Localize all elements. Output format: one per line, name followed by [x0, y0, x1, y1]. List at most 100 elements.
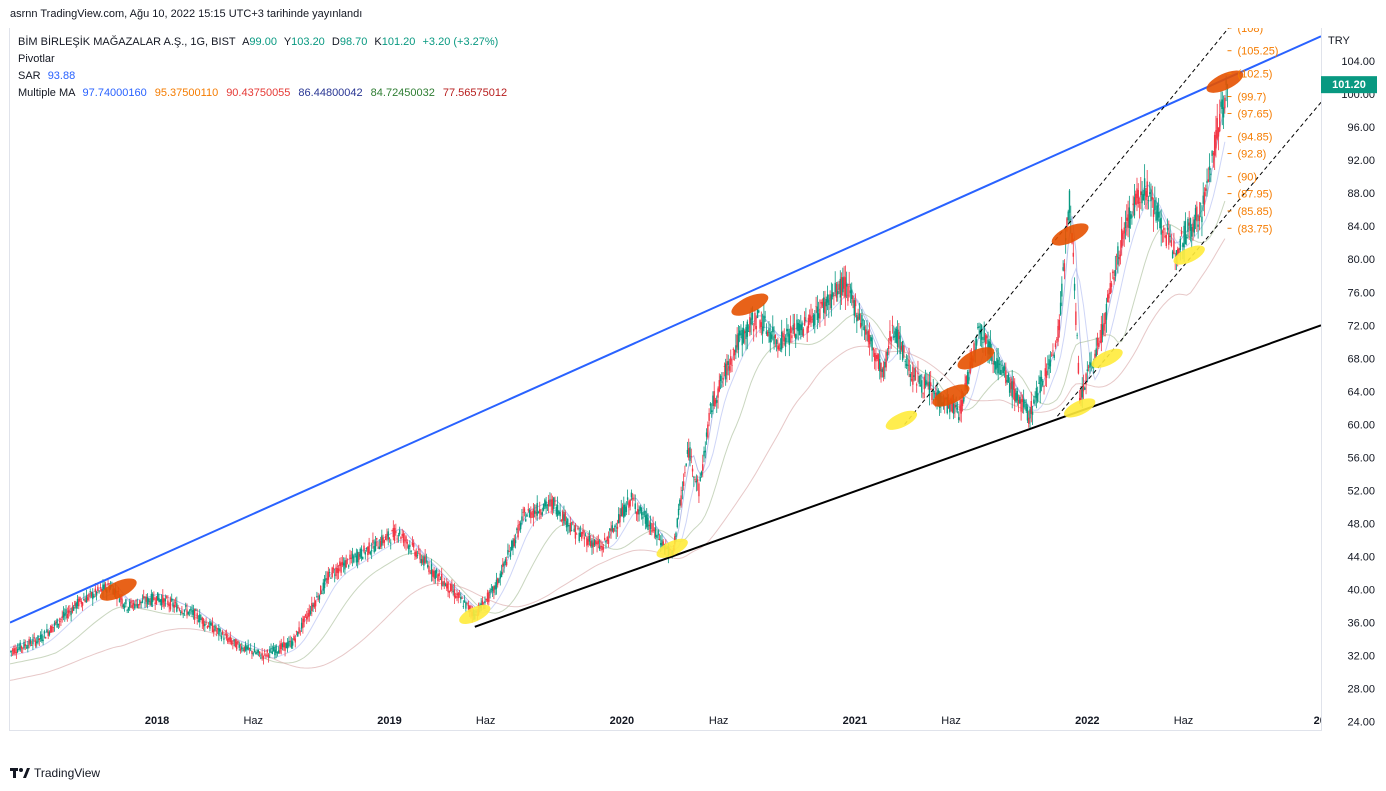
- candle-body: [828, 300, 830, 306]
- legend-ma-row[interactable]: Multiple MA 97.74000160 95.37500110 90.437…: [18, 85, 519, 102]
- candle-body: [879, 358, 881, 372]
- candle-body: [853, 300, 855, 316]
- candle-body: [700, 471, 703, 475]
- candle-body: [302, 618, 304, 628]
- candle-body: [1094, 353, 1096, 361]
- candle-body: [435, 569, 438, 574]
- symbol-name[interactable]: BİM BİRLEŞİK MAĞAZALAR A.Ş., 1G, BIST: [18, 36, 236, 48]
- candle-body: [595, 540, 597, 544]
- candle-body: [1219, 113, 1221, 132]
- candle-body: [1179, 238, 1181, 251]
- candle-body: [129, 601, 131, 608]
- candle-body: [763, 315, 765, 329]
- price-axis[interactable]: TRY104.00100.0096.0092.0088.0084.0080.00…: [1321, 28, 1385, 730]
- candle-body: [69, 610, 71, 612]
- tradingview-logo[interactable]: TradingView: [10, 766, 100, 780]
- candle-body: [350, 558, 352, 560]
- candle-body: [252, 653, 254, 655]
- candle-body: [1175, 250, 1178, 257]
- candle-body: [978, 325, 980, 328]
- candle-body: [136, 603, 139, 608]
- candle-body: [401, 533, 403, 537]
- candle-body: [135, 600, 137, 602]
- candle-body: [921, 380, 923, 393]
- candle-body: [1056, 339, 1058, 341]
- candle-body: [313, 602, 316, 608]
- candle-body: [100, 588, 103, 592]
- candle-body: [1015, 392, 1017, 403]
- candle-body: [197, 620, 200, 622]
- candle-body: [651, 530, 653, 532]
- legend-pivots-row[interactable]: Pivotlar: [18, 51, 519, 68]
- candle-body: [646, 514, 648, 527]
- candle-body: [1114, 269, 1117, 277]
- candle-body: [676, 518, 678, 528]
- candle-body: [1025, 403, 1027, 412]
- pivot-label: (97.65): [1238, 108, 1273, 120]
- candle-body: [1007, 374, 1010, 383]
- candle-body: [312, 604, 314, 607]
- candle-body: [1003, 366, 1006, 371]
- pivot-label: (83.75): [1238, 223, 1273, 235]
- candle-body: [181, 610, 183, 614]
- candle-body: [638, 509, 640, 515]
- candle-body: [815, 306, 817, 308]
- candle-body: [812, 315, 815, 327]
- candle-body: [20, 646, 23, 649]
- candle-body: [269, 649, 271, 653]
- candle-body: [1047, 363, 1049, 365]
- candle-body: [354, 553, 356, 556]
- candle-body: [1067, 211, 1069, 221]
- candle-body: [502, 563, 504, 568]
- candle-body: [299, 630, 302, 632]
- chart-frame[interactable]: (108) (105.25) (102.5) (99.7) (97.65) (94.85)…: [9, 28, 1322, 731]
- candle-body: [837, 291, 839, 295]
- ma-values: 97.74000160 95.37500110 90.43750055 86.4480…: [83, 87, 516, 99]
- candle-body: [877, 354, 880, 369]
- candle-body: [1105, 303, 1108, 320]
- candle-body: [690, 455, 692, 457]
- candle-body: [516, 528, 518, 530]
- candle-body: [443, 581, 445, 586]
- candle-body: [221, 631, 224, 635]
- candle-body: [728, 366, 731, 371]
- candle-body: [1151, 197, 1153, 200]
- candle-body: [783, 336, 785, 342]
- candle-body: [439, 579, 442, 581]
- candle-body: [451, 585, 453, 591]
- candle-body: [754, 312, 756, 326]
- candle-body: [723, 366, 726, 367]
- candle-body: [1157, 211, 1160, 218]
- legend-sar-row[interactable]: SAR 93.88: [18, 68, 519, 85]
- candle-body: [1030, 401, 1032, 414]
- candle-body: [782, 332, 784, 337]
- candle-body: [1193, 219, 1195, 233]
- candle-body: [809, 314, 811, 323]
- candle-body: [528, 510, 531, 518]
- candle-body: [74, 600, 76, 607]
- candle-body: [233, 639, 235, 642]
- candle-body: [174, 602, 177, 604]
- candle-body: [885, 351, 887, 368]
- candle-body: [1187, 219, 1189, 232]
- candle-body: [214, 625, 216, 631]
- candle-body: [1005, 370, 1007, 384]
- price-chart[interactable]: (108) (105.25) (102.5) (99.7) (97.65) (94.85)…: [10, 28, 1321, 730]
- candle-body: [1171, 251, 1174, 259]
- candle-body: [951, 401, 954, 413]
- candle-body: [639, 506, 642, 511]
- candle-body: [241, 646, 243, 650]
- candle-body: [86, 597, 89, 601]
- candle-body: [349, 554, 351, 559]
- candle-body: [662, 541, 664, 546]
- candle-body: [1155, 211, 1157, 221]
- candle-body: [731, 364, 733, 366]
- candle-body: [80, 601, 83, 604]
- candle-body: [1170, 240, 1173, 246]
- candle-body: [802, 328, 805, 336]
- candle-body: [358, 553, 360, 561]
- candle-body: [831, 292, 834, 297]
- candle-body: [726, 361, 728, 376]
- candle-body: [685, 463, 687, 466]
- candle-body: [52, 626, 54, 628]
